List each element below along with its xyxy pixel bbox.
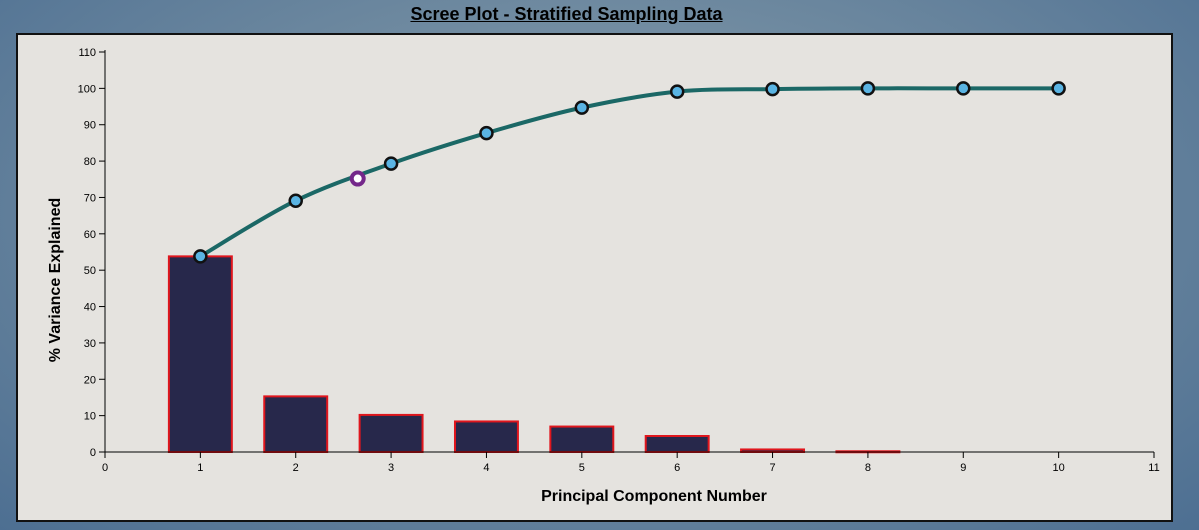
y-tick-label: 110 bbox=[78, 47, 96, 59]
bar-pc-6 bbox=[644, 435, 710, 453]
x-tick-label: 11 bbox=[1148, 462, 1159, 474]
markers-group bbox=[193, 81, 1066, 264]
cumulative-point-pc-2 bbox=[288, 193, 303, 208]
x-tick-label: 5 bbox=[579, 462, 585, 474]
y-tick-label: 30 bbox=[84, 338, 96, 350]
bar-pc-2 bbox=[263, 395, 329, 454]
chart-title: Scree Plot - Stratified Sampling Data bbox=[410, 4, 723, 24]
bar-pc-3 bbox=[358, 413, 424, 453]
y-tick-label: 80 bbox=[84, 156, 96, 168]
cumulative-variance-line bbox=[199, 86, 1059, 259]
cumulative-line-group bbox=[199, 86, 1059, 259]
cumulative-point-pc-3 bbox=[383, 156, 399, 171]
y-tick-label: 90 bbox=[84, 120, 96, 132]
y-tick-label: 0 bbox=[90, 447, 96, 459]
y-tick-label: 40 bbox=[84, 302, 96, 314]
cumulative-point-pc-5 bbox=[574, 100, 590, 115]
x-tick-label: 6 bbox=[674, 462, 680, 474]
bar-pc-5 bbox=[549, 425, 615, 453]
y-tick-label: 50 bbox=[84, 265, 96, 277]
x-tick-label: 10 bbox=[1053, 462, 1065, 474]
cumulative-point-pc-4 bbox=[479, 125, 494, 141]
cumulative-point-pc-6 bbox=[669, 84, 685, 99]
bar-pc-1 bbox=[167, 255, 233, 454]
y-tick-label: 20 bbox=[84, 374, 96, 386]
cumulative-point-pc-7 bbox=[765, 81, 780, 97]
cumulative-point-pc-8 bbox=[860, 81, 876, 96]
y-tick-label: 10 bbox=[84, 411, 96, 423]
bar-pc-4 bbox=[453, 420, 519, 454]
y-tick-label: 70 bbox=[84, 192, 96, 204]
x-tick-label: 8 bbox=[865, 462, 871, 474]
cumulative-point-pc-1 bbox=[193, 249, 208, 264]
y-axis-title: % Variance Explained bbox=[47, 198, 64, 363]
x-tick-label: 2 bbox=[293, 462, 299, 474]
axes-group: 0 10 20 30 40 50 60 70 80 90 100 110 0 1 2 3 4 5 6 7 8 9 10 11 bbox=[78, 47, 1160, 474]
x-tick-label: 4 bbox=[483, 462, 489, 474]
x-tick-label: 9 bbox=[960, 462, 966, 474]
x-axis-title: Principal Component Number bbox=[541, 488, 767, 505]
highlight-point bbox=[349, 170, 366, 187]
y-tick-label: 100 bbox=[78, 83, 96, 95]
x-tick-label: 1 bbox=[197, 462, 203, 474]
cumulative-point-pc-10 bbox=[1051, 81, 1066, 96]
y-tick-label: 60 bbox=[84, 229, 96, 241]
x-tick-label: 7 bbox=[769, 462, 775, 474]
cumulative-point-pc-9 bbox=[956, 81, 971, 96]
x-tick-label: 0 bbox=[102, 462, 108, 474]
x-tick-label: 3 bbox=[388, 462, 394, 474]
bars-group bbox=[167, 255, 901, 454]
